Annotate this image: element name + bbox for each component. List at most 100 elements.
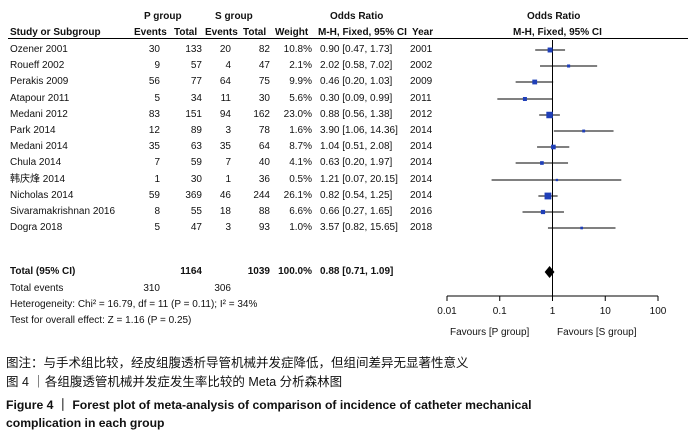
p-total: 57 bbox=[190, 60, 202, 71]
ci: 3.57 [0.82, 15.65] bbox=[320, 222, 398, 233]
header-plot-title: Odds Ratio bbox=[527, 11, 581, 22]
s-total: 64 bbox=[258, 141, 270, 152]
header-s-total: Total bbox=[243, 27, 267, 38]
study-name: Medani 2012 bbox=[10, 109, 68, 120]
p-events: 30 bbox=[148, 44, 160, 55]
study-name: Nicholas 2014 bbox=[10, 190, 74, 201]
p-events: 7 bbox=[154, 157, 160, 168]
year: 2012 bbox=[410, 109, 433, 120]
s-events: 46 bbox=[219, 190, 231, 201]
ci: 0.63 [0.20, 1.97] bbox=[320, 157, 393, 168]
s-total: 93 bbox=[258, 222, 270, 233]
total-events-label: Total events bbox=[10, 283, 64, 294]
point-estimate bbox=[580, 226, 583, 230]
weight: 26.1% bbox=[283, 190, 312, 201]
study-name: Medani 2014 bbox=[10, 141, 68, 152]
s-events: 3 bbox=[225, 222, 231, 233]
header-s-events: Events bbox=[205, 27, 238, 38]
favours-right-label: Favours [S group] bbox=[557, 327, 637, 338]
x-tick-label: 0.1 bbox=[493, 306, 507, 317]
header-p-events: Events bbox=[134, 27, 167, 38]
p-total: 63 bbox=[190, 141, 202, 152]
year: 2002 bbox=[410, 60, 433, 71]
point-estimate bbox=[567, 64, 571, 68]
s-total: 88 bbox=[258, 206, 270, 217]
s-total: 82 bbox=[258, 44, 270, 55]
s-events: 35 bbox=[219, 141, 231, 152]
p-total: 59 bbox=[190, 157, 202, 168]
p-total: 151 bbox=[185, 109, 202, 120]
x-tick-label: 10 bbox=[600, 306, 612, 317]
weight: 10.8% bbox=[283, 44, 312, 55]
total-ci: 0.88 [0.71, 1.09] bbox=[320, 266, 394, 277]
caption-title-en-2: complication in each group bbox=[6, 416, 165, 430]
s-events: 64 bbox=[219, 76, 231, 87]
p-events: 5 bbox=[154, 222, 160, 233]
year: 2014 bbox=[410, 157, 433, 168]
s-total: 162 bbox=[253, 109, 270, 120]
weight: 9.9% bbox=[289, 76, 312, 87]
p-total: 47 bbox=[190, 222, 202, 233]
p-total: 30 bbox=[190, 174, 202, 185]
ci: 0.88 [0.56, 1.38] bbox=[320, 109, 393, 120]
s-events: 20 bbox=[219, 44, 231, 55]
ci: 0.30 [0.09, 0.99] bbox=[320, 93, 393, 104]
x-tick-label: 1 bbox=[550, 306, 556, 317]
point-estimate bbox=[546, 111, 553, 119]
ci: 0.82 [0.54, 1.25] bbox=[320, 190, 393, 201]
p-total: 34 bbox=[190, 93, 202, 104]
ci: 3.90 [1.06, 14.36] bbox=[320, 125, 398, 136]
s-events: 4 bbox=[225, 60, 231, 71]
point-estimate bbox=[540, 161, 544, 165]
study-name: Atapour 2011 bbox=[10, 93, 70, 104]
ci: 1.04 [0.51, 2.08] bbox=[320, 141, 393, 152]
overall-effect-text: Test for overall effect: Z = 1.16 (P = 0… bbox=[10, 315, 192, 326]
s-total: 36 bbox=[258, 174, 270, 185]
header-method: M-H, Fixed, 95% CI bbox=[318, 27, 407, 38]
header-p-total: Total bbox=[174, 27, 198, 38]
p-total: 77 bbox=[190, 76, 202, 87]
header-weight: Weight bbox=[275, 27, 309, 38]
p-events: 83 bbox=[148, 109, 160, 120]
caption-note-cn: 图注：与手术组比较，经皮组腹透析导管机械并发症降低，但组间差异无显著性意义 bbox=[6, 356, 469, 370]
point-estimate bbox=[555, 178, 559, 182]
ci: 0.46 [0.20, 1.03] bbox=[320, 76, 393, 87]
total-label: Total (95% CI) bbox=[10, 266, 76, 277]
p-events: 12 bbox=[148, 125, 160, 136]
total-events-p: 310 bbox=[143, 283, 160, 294]
s-total: 244 bbox=[253, 190, 270, 201]
p-events: 35 bbox=[148, 141, 160, 152]
header-year: Year bbox=[412, 27, 434, 38]
caption-title-cn: 图 4 ｜各组腹透管机械并发症发生率比较的 Meta 分析森林图 bbox=[6, 375, 343, 389]
s-events: 94 bbox=[219, 109, 231, 120]
study-name: Roueff 2002 bbox=[10, 60, 65, 71]
p-events: 59 bbox=[148, 190, 160, 201]
total-p-total: 1164 bbox=[180, 266, 202, 277]
point-estimate bbox=[551, 144, 556, 150]
s-events: 18 bbox=[219, 206, 231, 217]
p-events: 1 bbox=[154, 174, 160, 185]
point-estimate bbox=[532, 79, 538, 85]
study-name: Perakis 2009 bbox=[10, 76, 69, 87]
year: 2016 bbox=[410, 206, 433, 217]
weight: 1.0% bbox=[289, 222, 312, 233]
pooled-diamond bbox=[544, 266, 555, 278]
weight: 4.1% bbox=[289, 157, 312, 168]
study-name: Park 2014 bbox=[10, 125, 56, 136]
year: 2014 bbox=[410, 125, 433, 136]
total-events-s: 306 bbox=[214, 283, 231, 294]
x-tick-label: 0.01 bbox=[437, 306, 457, 317]
s-total: 47 bbox=[258, 60, 270, 71]
ci: 2.02 [0.58, 7.02] bbox=[320, 60, 393, 71]
weight: 2.1% bbox=[289, 60, 312, 71]
s-total: 78 bbox=[258, 125, 270, 136]
p-events: 5 bbox=[154, 93, 160, 104]
header-group-p: P group bbox=[144, 11, 182, 22]
study-name: Chula 2014 bbox=[10, 157, 62, 168]
s-total: 40 bbox=[258, 157, 270, 168]
point-estimate bbox=[540, 209, 546, 215]
x-tick-label: 100 bbox=[650, 306, 667, 317]
ci: 0.66 [0.27, 1.65] bbox=[320, 206, 393, 217]
s-events: 7 bbox=[225, 157, 231, 168]
